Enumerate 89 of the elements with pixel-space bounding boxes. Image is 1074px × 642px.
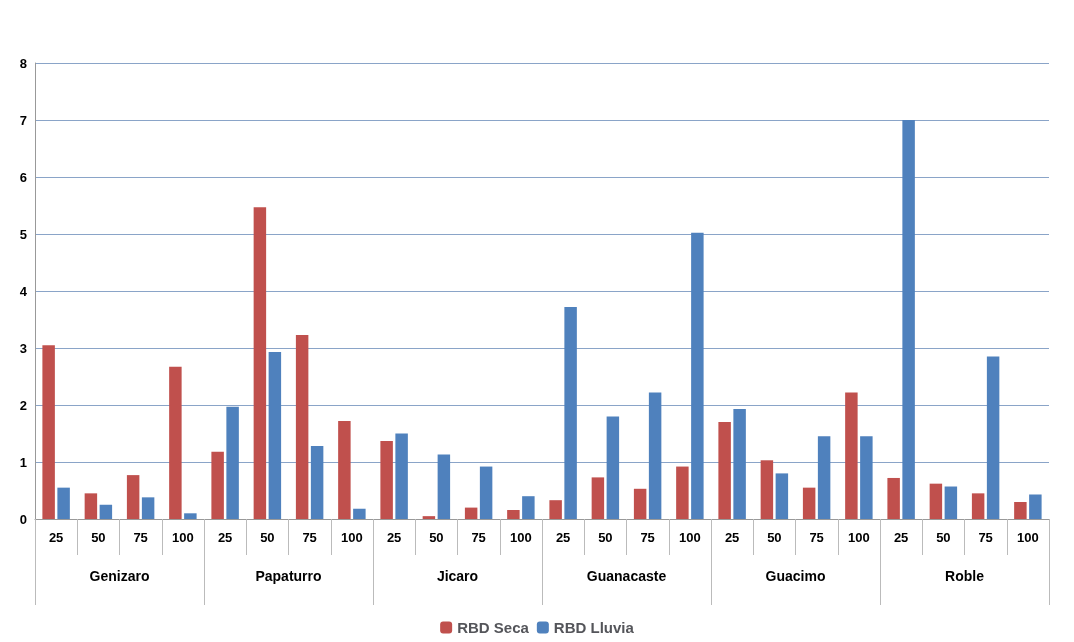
bar	[42, 345, 55, 519]
bar	[184, 513, 197, 519]
bar	[141, 497, 155, 519]
bar	[268, 351, 282, 519]
x-tick-label: 75	[133, 530, 148, 545]
x-tick-label: 75	[471, 530, 486, 545]
bar	[464, 507, 478, 519]
x-tick-label: 25	[217, 530, 233, 545]
bar	[648, 392, 662, 519]
bar	[944, 486, 958, 519]
bar	[57, 487, 70, 519]
bar	[211, 451, 224, 519]
x-tick-label: 25	[555, 530, 571, 545]
y-tick-label: 7	[19, 112, 27, 128]
x-tick-label: 100	[848, 530, 870, 545]
y-tick-label: 2	[19, 397, 27, 413]
x-tick-label: 100	[172, 530, 194, 545]
x-tick-label: 100	[341, 530, 363, 545]
bar	[817, 436, 831, 519]
bar	[507, 509, 520, 519]
bar	[479, 466, 493, 519]
x-tick-label: 25	[724, 530, 740, 545]
bar	[718, 422, 731, 519]
y-tick-label: 8	[19, 55, 27, 71]
bar	[522, 496, 535, 519]
bar	[733, 408, 746, 519]
text: Guanacaste	[586, 568, 667, 584]
x-tick-label: 100	[679, 530, 701, 545]
x-tick-label: 50	[767, 530, 782, 545]
text: Jicaro	[436, 568, 479, 584]
x-tick-label: 25	[893, 530, 909, 545]
bar	[591, 477, 605, 519]
bar	[395, 433, 408, 519]
bar	[253, 207, 267, 519]
bar	[380, 440, 393, 519]
bar	[760, 460, 774, 519]
x-tick-label: 50	[91, 530, 106, 545]
bar	[802, 487, 816, 519]
bar	[338, 420, 351, 519]
bar	[633, 488, 647, 519]
text: Papaturro	[255, 568, 322, 584]
bar	[126, 475, 140, 519]
bar	[775, 473, 789, 519]
x-tick-label: 100	[1017, 530, 1039, 545]
x-tick-label: 100	[510, 530, 532, 545]
legend-label: RBD Seca	[457, 619, 530, 636]
text: Roble	[945, 568, 985, 584]
x-tick-label: 75	[302, 530, 317, 545]
x-tick-label: 25	[48, 530, 64, 545]
y-tick-label: 5	[19, 226, 27, 242]
bar	[606, 416, 620, 519]
x-tick-label: 50	[936, 530, 951, 545]
bar	[549, 500, 562, 519]
bar	[437, 454, 451, 519]
bar	[1014, 501, 1027, 519]
x-tick-label: 75	[640, 530, 655, 545]
bar	[676, 466, 689, 519]
text: Guacimo	[765, 568, 826, 584]
y-tick-label: 4	[19, 283, 28, 299]
bar	[99, 504, 113, 519]
bar	[902, 120, 915, 519]
x-tick-label: 25	[386, 530, 402, 545]
bar	[860, 436, 873, 519]
y-tick-label: 1	[19, 454, 27, 470]
bar	[971, 493, 985, 519]
bar	[691, 232, 704, 519]
x-tick-label: 75	[809, 530, 824, 545]
bar	[1029, 494, 1042, 519]
legend-label: RBD Lluvia	[553, 619, 635, 636]
x-tick-label: 50	[598, 530, 613, 545]
bar	[422, 516, 436, 519]
bar	[84, 493, 98, 519]
bar	[353, 508, 366, 519]
bar	[310, 446, 324, 519]
bar	[226, 406, 239, 519]
text: Genizaro	[89, 568, 150, 584]
bar	[929, 483, 943, 519]
y-tick-label: 0	[19, 511, 27, 527]
x-tick-label: 50	[429, 530, 444, 545]
x-tick-label: 75	[978, 530, 993, 545]
bar	[295, 334, 309, 519]
bar	[564, 306, 577, 519]
bar	[986, 356, 1000, 519]
bar	[169, 366, 182, 519]
y-tick-label: 3	[19, 340, 27, 356]
bar	[887, 477, 900, 519]
y-tick-label: 6	[19, 169, 27, 185]
bar	[845, 392, 858, 519]
x-tick-label: 50	[260, 530, 275, 545]
